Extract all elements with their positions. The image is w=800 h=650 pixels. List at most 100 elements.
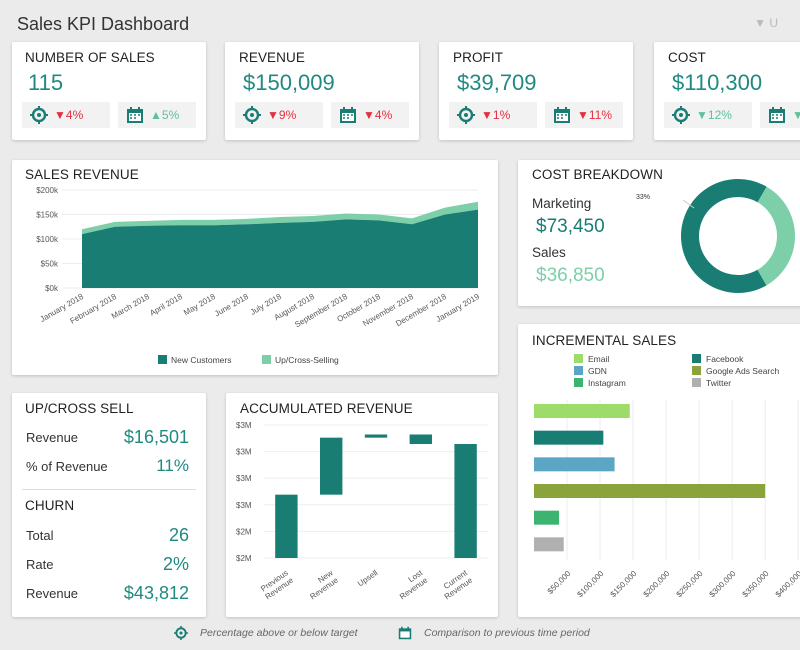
target-chip: ▼ 1% (449, 102, 537, 128)
x-tick-label: April 2018 (148, 292, 184, 318)
legend-label: Google Ads Search (706, 366, 780, 376)
prev-arrow-icon: ▼ (577, 108, 589, 122)
y-tick-label: $3M (236, 421, 252, 430)
calendar-icon (127, 107, 143, 123)
churn-revenue-label: Revenue (26, 586, 79, 601)
x-tick-label: $200,000 (642, 569, 672, 599)
waterfall-bar (320, 437, 343, 495)
y-tick-label: $2M (236, 527, 252, 536)
waterfall-bar (409, 434, 432, 444)
x-tick-label: $400,000 (774, 569, 800, 599)
legend-label: Twitter (706, 378, 731, 388)
target-icon (243, 106, 261, 124)
x-tick-label: May 2018 (182, 292, 217, 318)
area-up-cross-selling (82, 201, 478, 235)
prev-delta: 4% (374, 108, 393, 122)
x-tick-label: PreviousRevenue (258, 568, 295, 601)
target-icon (174, 626, 188, 640)
churn-revenue-value: $43,812 (123, 583, 189, 603)
y-tick-label: $50k (41, 260, 59, 269)
target-arrow-icon: ▼ (54, 108, 66, 122)
target-chip: ▼ 12% (664, 102, 752, 128)
hbar-instagram (534, 510, 560, 525)
target-arrow-icon: ▼ (696, 108, 708, 122)
leader-line (682, 199, 695, 209)
waterfall-bar (454, 444, 477, 558)
legend-swatch (574, 354, 583, 363)
card-title: UP/CROSS SELL (25, 401, 134, 416)
churn-total-label: Total (26, 528, 54, 543)
target-delta: 9% (278, 108, 297, 122)
upcross-revenue-value: $16,501 (123, 427, 189, 447)
legend-swatch (574, 366, 583, 375)
legend-swatch (574, 378, 583, 387)
x-tick-label: LostRevenue (393, 568, 430, 602)
filter-icon[interactable]: ▼ U (754, 16, 778, 30)
legend-swatch (692, 378, 701, 387)
prev-chip: ▼ 11% (545, 102, 623, 128)
legend-swatch (692, 354, 701, 363)
legend-label: Facebook (706, 354, 744, 364)
x-tick-label: $300,000 (708, 569, 738, 599)
prev-arrow-icon: ▼ (792, 108, 800, 122)
waterfall-bar (275, 494, 298, 558)
legend-label: Up/Cross-Selling (275, 355, 339, 365)
x-tick-label: $350,000 (741, 569, 771, 599)
calendar-icon (340, 107, 356, 123)
y-tick-label: $2M (236, 554, 252, 563)
calendar-icon (554, 107, 570, 123)
footer-prev-note: Comparison to previous time period (424, 627, 590, 639)
prev-arrow-icon: ▲ (150, 108, 162, 122)
kpi-value: 115 (28, 70, 64, 95)
cost-label-sales: Sales (532, 245, 566, 260)
cost-value-marketing: $73,450 (536, 216, 605, 237)
target-chip: ▼ 9% (235, 102, 323, 128)
target-delta: 12% (707, 108, 732, 122)
x-tick-label: CurrentRevenue (438, 568, 475, 602)
divider (22, 489, 196, 490)
card-title: COST BREAKDOWN (532, 167, 663, 182)
churn-rate-label: Rate (26, 557, 54, 572)
calendar-icon (769, 107, 785, 123)
prev-chip: ▼ (760, 102, 800, 128)
card-title: INCREMENTAL SALES (532, 333, 677, 348)
target-arrow-icon: ▼ (267, 108, 279, 122)
target-delta: 4% (65, 108, 84, 122)
legend-swatch-up-cross-selling (262, 355, 271, 364)
hbar-twitter (534, 537, 564, 552)
legend-swatch (692, 366, 701, 375)
kpi-card-revenue: REVENUE $150,009 ▼ 9% ▼ 4% (225, 42, 419, 140)
pie-pct-label: 33% (636, 194, 651, 201)
prev-chip: ▼ 4% (331, 102, 409, 128)
legend-label: New Customers (171, 355, 231, 365)
target-delta: 1% (492, 108, 511, 122)
churn-total-value: 26 (168, 525, 189, 545)
cost-breakdown-card: COST BREAKDOWN Marketing $73,450 Sales $… (518, 160, 800, 306)
kpi-card-sales: NUMBER OF SALES 115 ▼ 4% ▲ 5% (12, 42, 206, 140)
y-tick-label: $150k (36, 211, 59, 220)
churn-rate-value: 2% (162, 554, 189, 574)
x-tick-label: June 2018 (213, 292, 250, 319)
upcross-revenue-label: Revenue (26, 430, 79, 445)
area-new-customers (82, 209, 478, 288)
kpi-value: $150,009 (243, 70, 335, 95)
calendar-icon (398, 626, 412, 640)
y-tick-label: $100k (36, 235, 59, 244)
upcross-pct-value: 11% (156, 456, 189, 475)
waterfall-bar (364, 434, 388, 438)
legend-label: Email (588, 354, 609, 364)
kpi-value: $39,709 (457, 70, 537, 95)
hbar-email (534, 404, 630, 418)
x-tick-label: March 2018 (110, 292, 152, 321)
kpi-label: PROFIT (453, 50, 504, 65)
y-tick-label: $0k (45, 284, 59, 293)
kpi-value: $110,300 (672, 70, 763, 95)
upcross-pct-label: % of Revenue (26, 459, 108, 474)
target-arrow-icon: ▼ (481, 108, 493, 122)
prev-chip: ▲ 5% (118, 102, 196, 128)
hbar-facebook (534, 430, 604, 445)
card-title: SALES REVENUE (25, 167, 139, 182)
page-title: Sales KPI Dashboard (17, 14, 190, 34)
y-tick-label: $3M (236, 501, 252, 510)
x-tick-label: $150,000 (609, 569, 639, 599)
